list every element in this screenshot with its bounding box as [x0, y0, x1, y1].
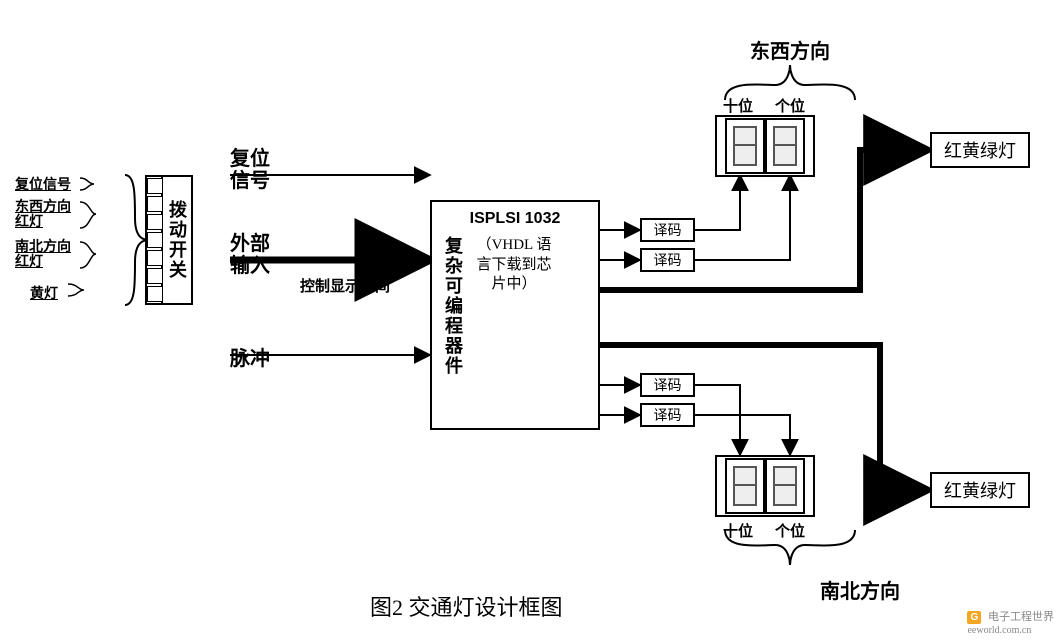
ew-ones-seg [765, 118, 805, 174]
lights-ew: 红黄绿灯 [930, 132, 1030, 168]
decode-ns-ones: 译码 [640, 403, 695, 427]
dip-label-0: 复位信号 [15, 174, 71, 194]
label-pulse: 脉冲 [230, 342, 270, 371]
ns-ones-label: 个位 [775, 520, 805, 541]
cpld-vlabel: 复杂可编程器件 [440, 236, 466, 376]
watermark-line2: eeworld.com.cn [967, 625, 1031, 636]
dip-label-3: 黄灯 [30, 283, 58, 303]
decode-ew-ones: 译码 [640, 248, 695, 272]
ns-tens-seg [725, 458, 765, 514]
ns-display-frame [715, 455, 815, 517]
decode-ew-tens: 译码 [640, 218, 695, 242]
ew-display-frame [715, 115, 815, 177]
watermark-logo: G [967, 611, 981, 624]
dip-block: 拨动开关 [145, 175, 195, 305]
ns-direction: 南北方向 [820, 575, 900, 604]
figure-caption: 图2 交通灯设计框图 [370, 590, 563, 622]
ew-tens-seg [725, 118, 765, 174]
ns-tens-label: 十位 [723, 520, 753, 541]
label-reset: 复位信号 [230, 148, 274, 192]
ew-ones-label: 个位 [775, 95, 805, 116]
dip-label-2: 南北方向红灯 [15, 240, 75, 271]
ew-direction: 东西方向 [750, 35, 830, 64]
ew-tens-label: 十位 [723, 95, 753, 116]
cpld-part: ISPLSI 1032 [440, 210, 590, 228]
label-ctrl: 控制显示时间 [300, 275, 390, 296]
ns-ones-seg [765, 458, 805, 514]
lights-ns: 红黄绿灯 [930, 472, 1030, 508]
cpld-paren: （VHDL 语言下载到芯片中） [466, 236, 556, 376]
watermark-line1: 电子工程世界 [988, 611, 1054, 623]
decode-ns-tens: 译码 [640, 373, 695, 397]
dip-label-1: 东西方向红灯 [15, 200, 75, 231]
label-ext: 外部输入 [230, 233, 274, 277]
cpld-box: ISPLSI 1032 复杂可编程器件 （VHDL 语言下载到芯片中） [430, 200, 600, 430]
watermark: G 电子工程世界 eeworld.com.cn [967, 608, 1054, 636]
dip-title: 拨动开关 [164, 200, 190, 280]
